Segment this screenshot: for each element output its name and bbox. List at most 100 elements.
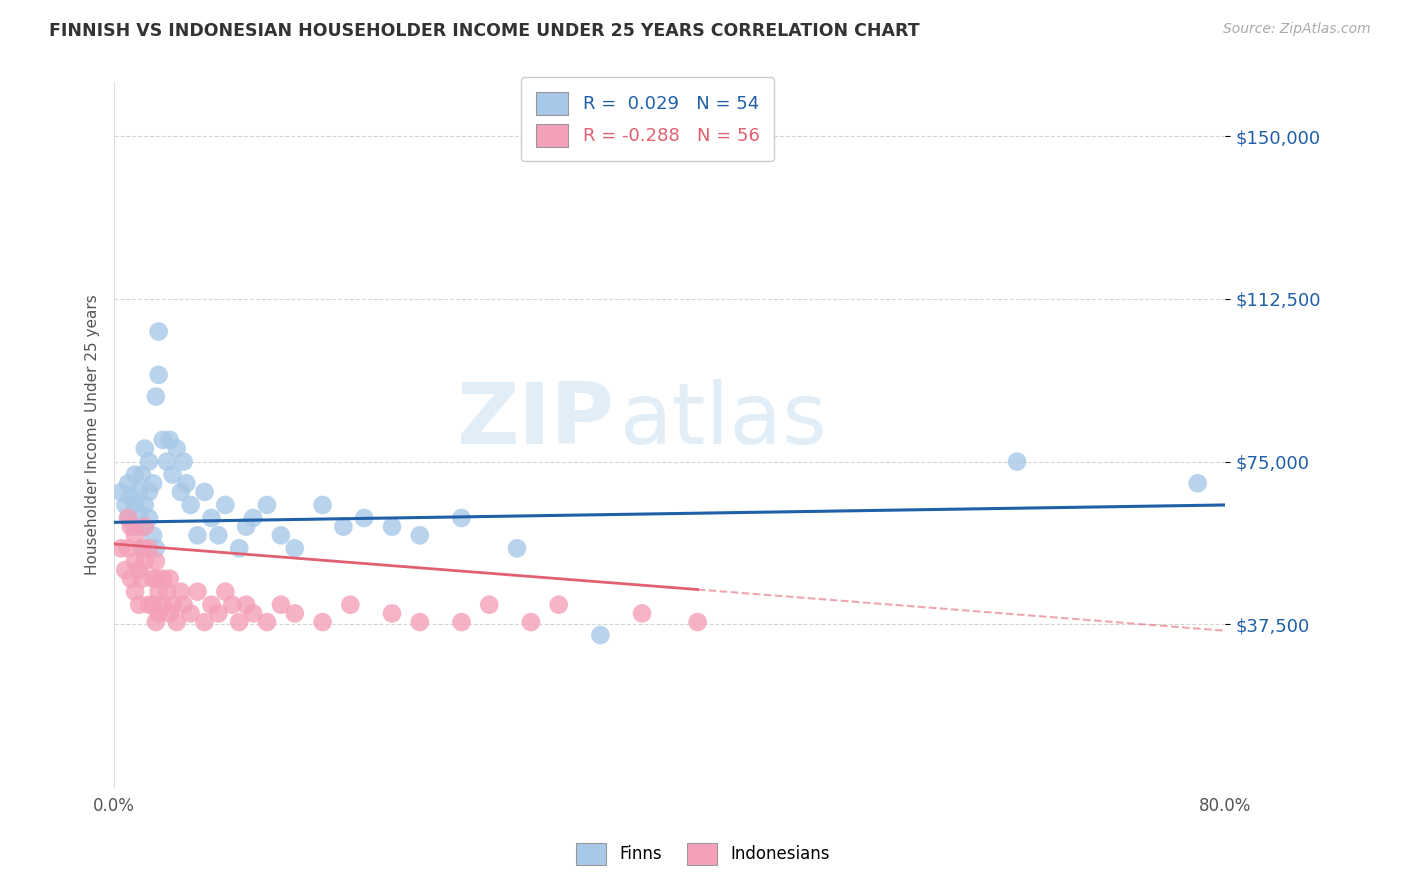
Point (193, 485, 215, 500)
Point (128, 563, 150, 577)
Point (134, 442, 156, 456)
Point (117, 511, 139, 525)
Point (145, 390, 167, 404)
Point (124, 519, 146, 533)
Point (124, 584, 146, 599)
Point (270, 598, 292, 612)
Point (547, 598, 569, 612)
Legend: R =  0.029   N = 54, R = -0.288   N = 56: R = 0.029 N = 54, R = -0.288 N = 56 (522, 77, 773, 161)
Point (235, 519, 257, 533)
Point (207, 607, 229, 621)
Point (114, 563, 136, 577)
Text: ZIP: ZIP (457, 379, 614, 462)
Point (170, 584, 193, 599)
Point (180, 607, 202, 621)
Point (214, 498, 236, 512)
Point (162, 598, 184, 612)
Point (200, 598, 222, 612)
Point (256, 615, 278, 629)
Point (1005, 454, 1028, 468)
Text: FINNISH VS INDONESIAN HOUSEHOLDER INCOME UNDER 25 YEARS CORRELATION CHART: FINNISH VS INDONESIAN HOUSEHOLDER INCOME… (49, 22, 920, 40)
Point (159, 433, 181, 447)
Point (138, 598, 160, 612)
Point (124, 554, 146, 568)
Point (339, 598, 361, 612)
Point (381, 519, 404, 533)
Point (311, 498, 333, 512)
Point (138, 454, 160, 468)
Point (128, 507, 150, 521)
Point (170, 485, 193, 500)
Point (120, 519, 142, 533)
Point (631, 607, 654, 621)
Point (148, 325, 170, 339)
Point (520, 615, 543, 629)
Point (131, 572, 153, 586)
Point (124, 467, 146, 482)
Point (166, 615, 188, 629)
Point (134, 498, 156, 512)
Point (589, 628, 612, 642)
Point (173, 454, 195, 468)
Point (142, 476, 165, 491)
Point (145, 572, 167, 586)
Point (114, 498, 136, 512)
Point (159, 572, 181, 586)
Point (142, 572, 165, 586)
Point (353, 511, 375, 525)
Point (284, 541, 307, 556)
Point (478, 598, 501, 612)
Point (145, 554, 167, 568)
Point (186, 584, 208, 599)
Point (156, 584, 179, 599)
Point (117, 511, 139, 525)
Point (124, 498, 146, 512)
Point (152, 572, 174, 586)
Point (1187, 476, 1209, 491)
Point (145, 541, 167, 556)
Point (120, 489, 142, 503)
Point (131, 467, 153, 482)
Point (207, 528, 229, 542)
Point (148, 368, 170, 382)
Point (193, 615, 215, 629)
Point (311, 615, 333, 629)
Point (145, 615, 167, 629)
Point (117, 476, 139, 491)
Point (686, 615, 709, 629)
Y-axis label: Householder Income Under 25 years: Householder Income Under 25 years (86, 294, 100, 574)
Point (381, 607, 404, 621)
Point (110, 485, 132, 500)
Point (142, 528, 165, 542)
Point (117, 541, 139, 556)
Point (134, 554, 156, 568)
Point (131, 519, 153, 533)
Point (284, 607, 307, 621)
Point (128, 485, 150, 500)
Point (270, 528, 292, 542)
Point (152, 598, 174, 612)
Point (235, 598, 257, 612)
Point (134, 519, 156, 533)
Point (228, 541, 250, 556)
Point (138, 541, 160, 556)
Point (186, 528, 208, 542)
Point (166, 442, 188, 456)
Point (450, 511, 472, 525)
Point (228, 615, 250, 629)
Point (131, 541, 153, 556)
Point (124, 528, 146, 542)
Point (142, 598, 165, 612)
Point (148, 584, 170, 599)
Point (152, 433, 174, 447)
Text: atlas: atlas (620, 379, 828, 462)
Point (409, 528, 432, 542)
Point (450, 615, 472, 629)
Point (200, 511, 222, 525)
Point (409, 615, 432, 629)
Point (120, 572, 142, 586)
Point (110, 541, 132, 556)
Point (332, 519, 354, 533)
Point (162, 467, 184, 482)
Point (221, 598, 243, 612)
